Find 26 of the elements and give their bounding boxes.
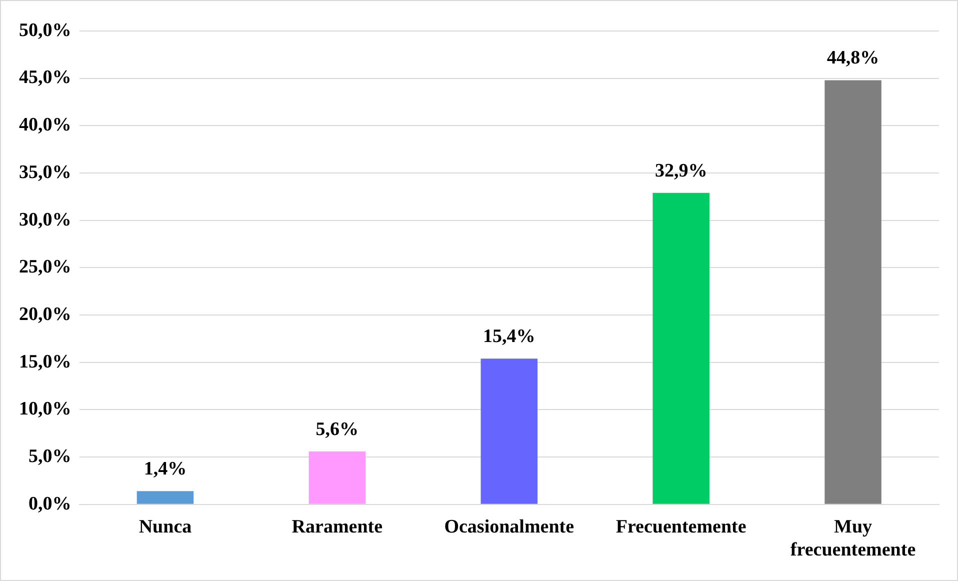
bar <box>824 80 882 504</box>
y-tick-label: 20,0% <box>19 304 72 325</box>
y-tick-label: 50,0% <box>19 20 72 41</box>
bar <box>652 192 710 504</box>
x-tick-label: Ocasionalmente <box>444 516 574 538</box>
x-tick-label: Nunca <box>138 516 192 538</box>
y-tick-label: 0,0% <box>28 493 72 514</box>
y-tick-label: 15,0% <box>19 351 72 372</box>
y-tick-label: 30,0% <box>19 209 72 230</box>
y-tick-label: 10,0% <box>19 398 72 420</box>
x-tick-label: Frecuentemente <box>616 516 746 538</box>
y-tick-label: 40,0% <box>19 114 72 136</box>
data-label: 1,4% <box>144 458 187 480</box>
bar <box>136 491 194 504</box>
y-tick-label: 25,0% <box>19 256 72 278</box>
data-label: 44,8% <box>826 48 880 69</box>
y-tick-label: 45,0% <box>19 67 72 88</box>
bar <box>308 451 366 504</box>
y-tick-label: 5,0% <box>28 446 72 467</box>
data-label: 5,6% <box>316 418 359 440</box>
y-tick-label: 35,0% <box>19 162 72 183</box>
data-label: 15,4% <box>483 326 536 347</box>
data-label: 32,9% <box>654 160 708 182</box>
bar <box>480 358 538 504</box>
x-tick-label: Raramente <box>292 516 383 538</box>
x-tick-label: Muy frecuentemente <box>790 516 916 561</box>
